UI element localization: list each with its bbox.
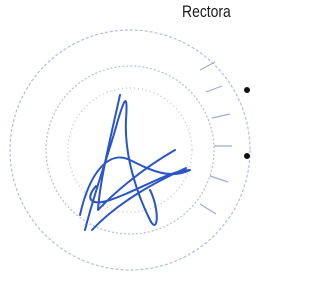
role-title: Rectora: [182, 2, 231, 22]
signature: [80, 95, 190, 230]
document-fragment: Rectora: [0, 0, 259, 289]
stamp: [10, 30, 250, 270]
bullet: [244, 87, 250, 93]
stamp-and-signature: [0, 0, 259, 289]
bullet: [244, 153, 250, 159]
